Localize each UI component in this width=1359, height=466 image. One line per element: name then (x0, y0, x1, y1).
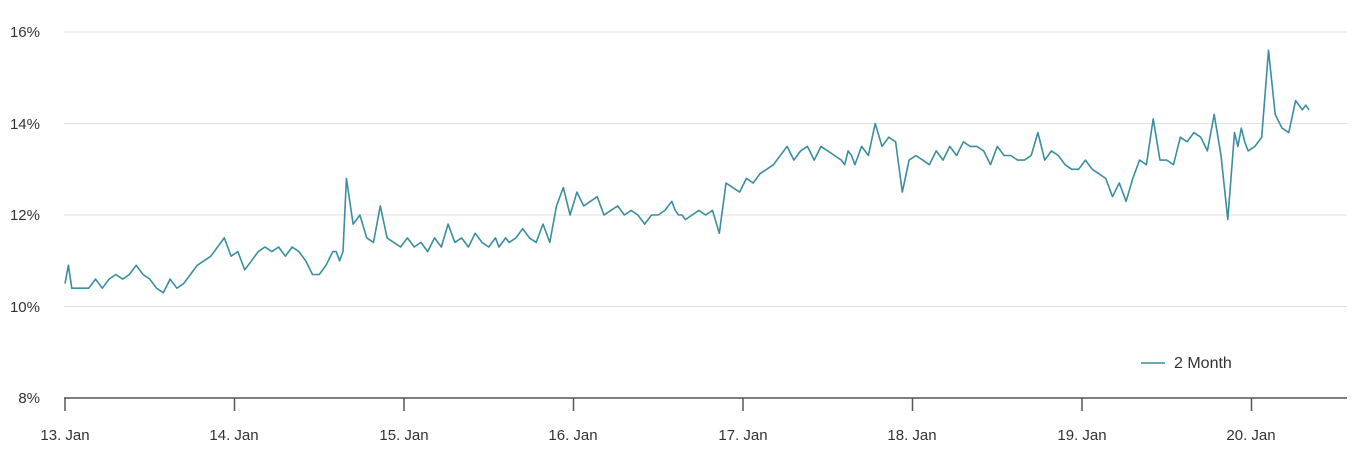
y-tick-16: 16% (10, 24, 40, 41)
x-tick-13-jan: 13. Jan (40, 427, 89, 444)
series-line-2-month[interactable] (64, 49, 1310, 294)
x-axis-ticks (64, 398, 1253, 411)
y-tick-14: 14% (10, 116, 40, 133)
y-tick-10: 10% (10, 299, 40, 316)
y-tick-12: 12% (10, 207, 40, 224)
y-tick-8: 8% (18, 390, 40, 407)
x-tick-16-jan: 16. Jan (548, 427, 597, 444)
x-tick-18-jan: 18. Jan (887, 427, 936, 444)
x-axis-labels: 13. Jan 14. Jan 15. Jan 16. Jan 17. Jan … (40, 427, 1275, 444)
x-tick-17-jan: 17. Jan (718, 427, 767, 444)
legend-label: 2 Month (1174, 355, 1232, 372)
x-tick-19-jan: 19. Jan (1057, 427, 1106, 444)
legend[interactable]: 2 Month (1141, 355, 1232, 372)
x-tick-20-jan: 20. Jan (1226, 427, 1275, 444)
y-axis-labels: 16% 14% 12% 10% 8% (10, 24, 40, 407)
x-tick-14-jan: 14. Jan (209, 427, 258, 444)
x-tick-15-jan: 15. Jan (379, 427, 428, 444)
grid-lines (64, 31, 1347, 307)
